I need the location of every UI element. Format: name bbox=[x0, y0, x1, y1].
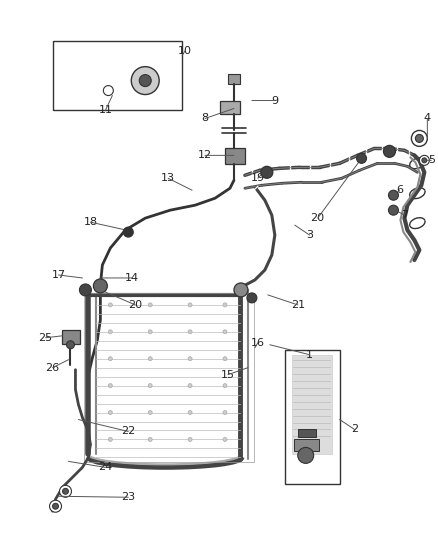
Bar bbox=[220, 101, 240, 115]
Bar bbox=[228, 74, 240, 84]
Circle shape bbox=[49, 500, 61, 512]
Text: 3: 3 bbox=[306, 230, 313, 240]
Bar bbox=[63, 330, 81, 344]
Text: 20: 20 bbox=[128, 300, 142, 310]
Text: 11: 11 bbox=[99, 106, 113, 116]
Circle shape bbox=[93, 279, 107, 293]
Text: 15: 15 bbox=[221, 370, 235, 379]
Circle shape bbox=[108, 303, 112, 307]
Text: 19: 19 bbox=[251, 173, 265, 183]
Circle shape bbox=[223, 410, 227, 415]
Text: 13: 13 bbox=[161, 173, 175, 183]
Circle shape bbox=[422, 158, 427, 163]
Text: 7: 7 bbox=[401, 210, 408, 220]
Circle shape bbox=[148, 357, 152, 361]
Circle shape bbox=[411, 131, 427, 147]
Text: 14: 14 bbox=[125, 273, 139, 283]
Bar bbox=[285, 350, 339, 484]
Circle shape bbox=[139, 75, 151, 86]
Bar bbox=[298, 430, 316, 438]
Bar bbox=[294, 439, 319, 451]
Circle shape bbox=[261, 166, 273, 178]
Circle shape bbox=[234, 283, 248, 297]
Circle shape bbox=[108, 330, 112, 334]
Circle shape bbox=[188, 357, 192, 361]
Circle shape bbox=[389, 190, 399, 200]
Text: 18: 18 bbox=[83, 217, 98, 227]
Text: 9: 9 bbox=[271, 95, 279, 106]
Circle shape bbox=[124, 227, 133, 237]
Circle shape bbox=[148, 330, 152, 334]
Text: 25: 25 bbox=[39, 333, 53, 343]
Circle shape bbox=[63, 488, 68, 494]
Circle shape bbox=[108, 384, 112, 387]
Circle shape bbox=[148, 384, 152, 387]
Circle shape bbox=[223, 303, 227, 307]
Text: 5: 5 bbox=[428, 155, 435, 165]
Bar bbox=[292, 355, 332, 455]
Circle shape bbox=[188, 303, 192, 307]
Circle shape bbox=[384, 146, 396, 157]
Text: 16: 16 bbox=[251, 338, 265, 348]
Circle shape bbox=[188, 384, 192, 387]
Text: 22: 22 bbox=[121, 426, 135, 437]
Circle shape bbox=[298, 447, 314, 463]
Circle shape bbox=[103, 86, 113, 95]
Circle shape bbox=[188, 438, 192, 441]
Text: 21: 21 bbox=[291, 300, 305, 310]
Circle shape bbox=[389, 205, 399, 215]
Text: 8: 8 bbox=[201, 114, 208, 124]
Circle shape bbox=[223, 384, 227, 387]
Text: 23: 23 bbox=[121, 492, 135, 502]
Bar bbox=[53, 41, 182, 110]
Circle shape bbox=[223, 330, 227, 334]
Text: 17: 17 bbox=[51, 270, 66, 280]
Text: 10: 10 bbox=[178, 46, 192, 55]
Circle shape bbox=[148, 303, 152, 307]
Circle shape bbox=[108, 357, 112, 361]
Circle shape bbox=[53, 503, 59, 509]
Bar bbox=[225, 148, 245, 164]
Circle shape bbox=[357, 154, 367, 163]
Circle shape bbox=[148, 438, 152, 441]
Circle shape bbox=[223, 357, 227, 361]
Circle shape bbox=[188, 330, 192, 334]
Circle shape bbox=[108, 410, 112, 415]
Text: 1: 1 bbox=[306, 350, 313, 360]
Text: 20: 20 bbox=[311, 213, 325, 223]
Circle shape bbox=[247, 293, 257, 303]
Bar bbox=[85, 293, 254, 462]
Circle shape bbox=[60, 486, 71, 497]
Circle shape bbox=[67, 341, 74, 349]
Circle shape bbox=[131, 67, 159, 94]
Text: 12: 12 bbox=[198, 150, 212, 160]
Circle shape bbox=[415, 134, 424, 142]
Circle shape bbox=[223, 438, 227, 441]
Circle shape bbox=[188, 410, 192, 415]
Text: 2: 2 bbox=[351, 424, 358, 434]
Text: 4: 4 bbox=[424, 114, 431, 124]
Circle shape bbox=[419, 155, 429, 165]
Text: 26: 26 bbox=[46, 362, 60, 373]
Circle shape bbox=[79, 284, 92, 296]
Circle shape bbox=[148, 410, 152, 415]
Circle shape bbox=[108, 438, 112, 441]
Text: 24: 24 bbox=[98, 462, 113, 472]
Text: 6: 6 bbox=[396, 185, 403, 195]
